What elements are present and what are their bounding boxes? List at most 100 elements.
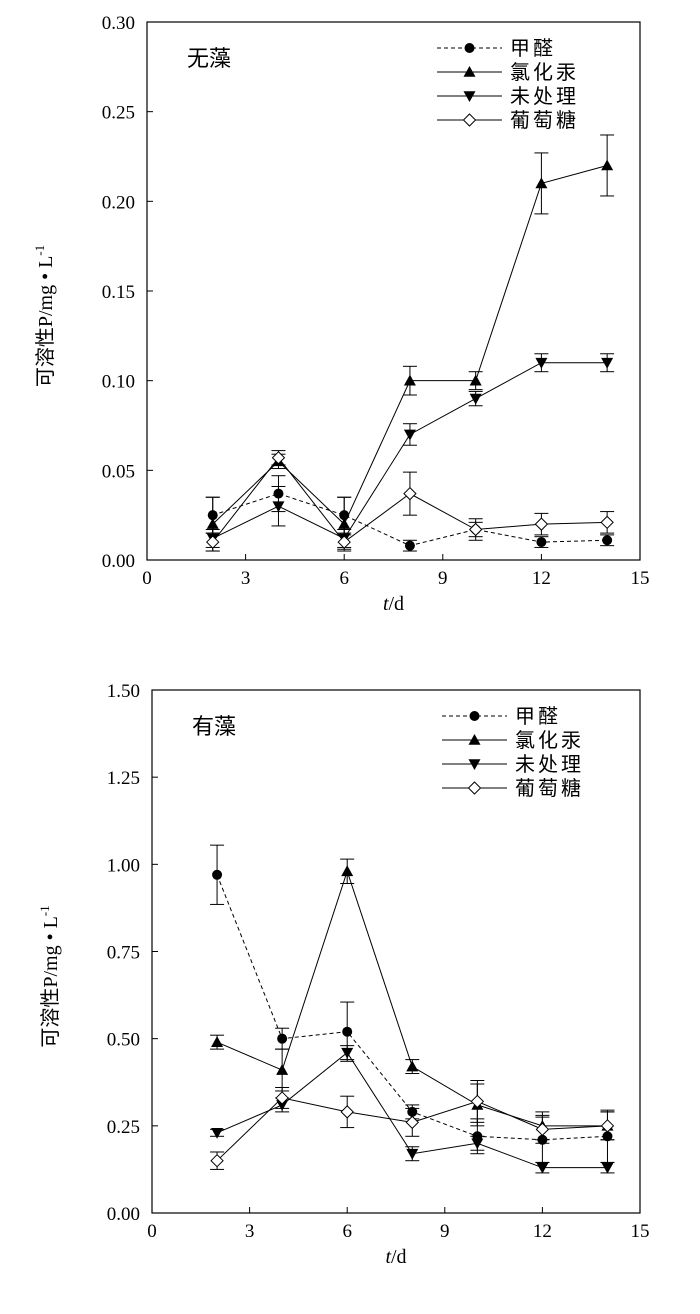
- series-line: [216, 874, 608, 1141]
- data-point: [210, 1153, 224, 1168]
- panel-label: 有藻: [192, 714, 236, 739]
- data-point: [338, 518, 351, 529]
- y-tick-label: 0.15: [102, 282, 135, 303]
- x-axis-label: t/d: [385, 1246, 406, 1268]
- series-3: [210, 1080, 615, 1170]
- x-tick-label: 3: [245, 1221, 255, 1242]
- y-tick-label: 0.00: [102, 551, 135, 572]
- y-tick-label: 0.30: [102, 13, 135, 34]
- data-point: [536, 537, 547, 548]
- data-point: [403, 429, 416, 441]
- legend-marker: [464, 43, 475, 53]
- x-axis: 0 3 6 9 12 15: [142, 554, 650, 589]
- x-tick-label: 0: [147, 1221, 157, 1242]
- y-tick-label: 0.25: [107, 1117, 140, 1138]
- legend-marker: [463, 91, 476, 102]
- data-point: [272, 501, 285, 513]
- data-point: [206, 535, 220, 549]
- data-point: [405, 1115, 419, 1130]
- legend-label: 葡萄糖: [515, 777, 584, 800]
- legend-label: 氯化汞: [510, 61, 579, 84]
- data-point: [211, 1128, 224, 1139]
- data-point: [601, 357, 614, 369]
- data-point: [271, 451, 286, 465]
- y-tick-label: 0.10: [102, 372, 135, 393]
- x-tick-label: 15: [631, 568, 650, 589]
- legend-label: 甲醛: [510, 37, 556, 60]
- data-point: [342, 1026, 353, 1037]
- legend-marker: [462, 113, 477, 127]
- x-tick-label: 9: [440, 1221, 450, 1242]
- y-tick-label: 0.20: [102, 192, 135, 213]
- data-point: [536, 1162, 549, 1174]
- chart-no-algae-svg: 0 3 6 9 12 15 0.00 0.05 0.10 0.15 0.20 0.25 0.30 t/d 可…: [32, 13, 650, 615]
- data-point: [206, 518, 219, 529]
- data-point: [469, 374, 482, 386]
- legend-label: 未处理: [510, 85, 579, 108]
- series-2: [205, 353, 615, 548]
- y-axis-label: 可溶性P/mg • L-1: [37, 905, 62, 1047]
- data-point: [602, 535, 613, 546]
- legend-label: 葡萄糖: [510, 109, 579, 132]
- data-point: [212, 869, 223, 880]
- chart-with-algae-svg: 0 3 6 9 12 15 0.00 0.25 0.50 0.75 1.00 1.25 1.50 t/d 可…: [37, 681, 650, 1268]
- x-tick-label: 9: [438, 568, 448, 589]
- legend-marker: [467, 781, 482, 795]
- x-tick-label: 12: [533, 1221, 552, 1242]
- x-tick-label: 0: [142, 568, 152, 589]
- data-point: [404, 540, 415, 551]
- data-point: [276, 1064, 289, 1075]
- series-line: [212, 164, 608, 525]
- data-point: [534, 517, 549, 531]
- y-tick-label: 0.50: [107, 1030, 140, 1051]
- legend-marker: [468, 734, 481, 745]
- legend-marker: [468, 759, 481, 770]
- y-tick-label: 0.75: [107, 943, 140, 964]
- x-tick-label: 15: [631, 1221, 650, 1242]
- data-point: [406, 1060, 419, 1072]
- series-3: [205, 450, 615, 552]
- legend-label: 甲醛: [515, 705, 561, 728]
- data-point: [535, 357, 548, 369]
- legend-label: 氯化汞: [515, 729, 584, 752]
- y-tick-label: 1.25: [107, 768, 140, 789]
- chart-no-algae: 0 3 6 9 12 15 0.00 0.05 0.10 0.15 0.20 0.25 0.30 t/d 可…: [0, 0, 700, 650]
- data-point: [211, 1036, 224, 1047]
- x-tick-label: 12: [532, 568, 551, 589]
- series-1: [210, 858, 615, 1141]
- y-tick-label: 0.25: [102, 103, 135, 124]
- chart-with-algae: 0 3 6 9 12 15 0.00 0.25 0.50 0.75 1.00 1.25 1.50 t/d 可…: [0, 659, 700, 1309]
- x-tick-label: 6: [339, 568, 349, 589]
- y-tick-label: 0.05: [102, 461, 135, 482]
- data-point: [403, 374, 416, 386]
- legend-marker: [463, 66, 476, 77]
- data-point: [468, 522, 483, 537]
- panel-label: 无藻: [187, 46, 231, 71]
- x-axis-label: t/d: [383, 593, 404, 615]
- y-axis-label: 可溶性P/mg • L-1: [32, 245, 57, 387]
- legend-label: 未处理: [515, 753, 584, 776]
- data-point: [341, 865, 354, 877]
- data-point: [601, 1162, 614, 1174]
- y-axis: 0.00 0.25 0.50 0.75 1.00 1.25 1.50: [107, 681, 158, 1225]
- data-point: [277, 1033, 288, 1044]
- data-point: [535, 1122, 550, 1137]
- y-tick-label: 1.50: [107, 681, 140, 702]
- data-point: [275, 1091, 289, 1105]
- y-tick-label: 0.00: [107, 1204, 140, 1225]
- data-point: [340, 1105, 354, 1119]
- y-tick-label: 1.00: [107, 855, 140, 876]
- x-tick-label: 3: [241, 568, 251, 589]
- legend-marker: [469, 711, 480, 721]
- x-tick-label: 6: [342, 1221, 352, 1242]
- data-point: [601, 159, 614, 171]
- data-point: [406, 1148, 419, 1160]
- data-point: [600, 515, 614, 530]
- data-point: [403, 486, 417, 501]
- data-point: [471, 1138, 484, 1150]
- data-point: [535, 177, 548, 189]
- y-axis: 0.00 0.05 0.10 0.15 0.20 0.25 0.30: [102, 13, 153, 572]
- data-point: [337, 535, 351, 549]
